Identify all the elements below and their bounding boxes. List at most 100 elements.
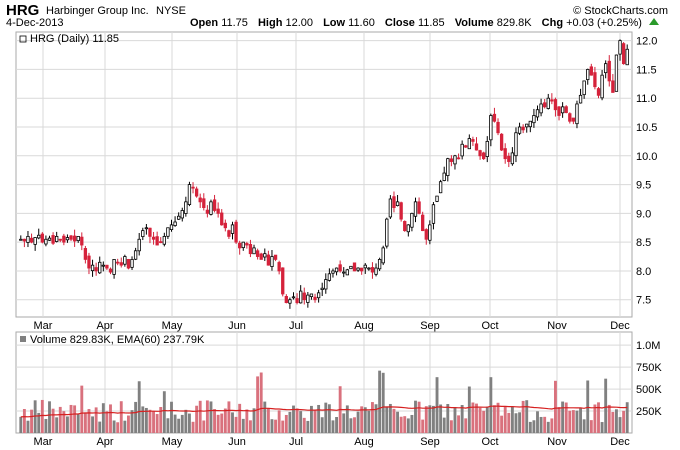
candle-body [363, 264, 367, 269]
x-tick-label: Mar [34, 320, 53, 332]
x-tick-label: Dec [610, 320, 630, 332]
candle-body [568, 113, 572, 122]
candle-body [234, 221, 238, 243]
candle-body [417, 201, 421, 214]
candle-body [184, 201, 188, 214]
x-tick-label: Jun [228, 436, 246, 448]
candle-body [227, 230, 231, 237]
volume-bar [288, 411, 292, 433]
volume-bar [396, 411, 399, 433]
candle-body [446, 158, 450, 176]
candle-body [19, 238, 23, 241]
candle-body [108, 268, 113, 273]
candle-body [625, 48, 629, 66]
candle-body [130, 259, 134, 268]
candle-body [173, 221, 177, 227]
candle-body [471, 139, 475, 142]
volume-bar [381, 372, 385, 433]
volume-bar [485, 406, 489, 433]
volume-bar [313, 409, 317, 433]
candle-body [557, 106, 561, 116]
candle-body [342, 271, 346, 274]
volume-bar [417, 401, 421, 433]
candle-body [349, 265, 353, 270]
candle-body [80, 236, 84, 246]
candle-body [112, 259, 116, 275]
volume-bar [575, 410, 579, 433]
volume-bar [170, 401, 173, 433]
x-tick-label: Jul [289, 320, 303, 332]
volume-bar [66, 416, 69, 433]
volume-bar [597, 402, 600, 433]
price-tick-label: 9.5 [636, 180, 651, 192]
candle-body [503, 148, 507, 160]
volume-bar [48, 401, 51, 433]
candle-body [144, 227, 149, 230]
volume-bar [33, 400, 37, 433]
candle-body [37, 234, 41, 239]
volume-bar [582, 419, 586, 433]
candle-body [431, 204, 436, 224]
volume-bar [227, 401, 231, 433]
candle-body [148, 227, 152, 237]
x-tick-label: Nov [547, 320, 567, 332]
volume-bar [188, 413, 191, 433]
volume-bar [195, 405, 199, 433]
volume-bar [367, 410, 371, 433]
volume-bar [589, 420, 593, 433]
candle-body [29, 237, 34, 243]
volume-bar [331, 420, 335, 433]
x-tick-label: Apr [96, 320, 113, 332]
volume-bar [611, 411, 615, 433]
candle-body [263, 253, 267, 258]
volume-bar [245, 409, 249, 433]
volume-bar [539, 416, 543, 433]
candle-body [517, 126, 522, 134]
candle-body [607, 60, 611, 82]
candle-body [55, 235, 59, 242]
candle-body [352, 262, 357, 272]
quote-bar: 4-Dec-2013 Open 11.75 High 12.00 Low 11.… [6, 17, 674, 31]
volume-bar [424, 406, 428, 433]
volume-bar [105, 411, 109, 433]
candle-body [604, 63, 608, 74]
volume-bar [205, 400, 209, 433]
volume-bar [202, 420, 206, 433]
candle-body [618, 40, 622, 55]
candle-body [162, 235, 166, 245]
volume-bar [80, 385, 84, 433]
volume-bar [216, 414, 220, 433]
candle-body [252, 247, 256, 255]
volume-bar [83, 412, 87, 433]
candle-body [94, 267, 98, 272]
x-tick-label: Nov [547, 436, 567, 448]
candle-body [223, 222, 227, 229]
volume-bar [622, 410, 626, 433]
volume-bar [600, 422, 604, 433]
x-tick-label: Aug [354, 320, 374, 332]
ema-line [20, 405, 628, 418]
candle-body [435, 195, 439, 202]
high-label: High [257, 17, 283, 29]
volume-bar [180, 414, 184, 433]
x-tick-label: May [162, 436, 183, 448]
candle-body [546, 97, 550, 109]
volume-bar [446, 404, 450, 433]
volume-bar [467, 386, 471, 433]
candle-body [284, 296, 288, 304]
candle-body [525, 123, 529, 128]
candle-body [381, 247, 385, 264]
volume-bar [327, 404, 331, 433]
volume-bar [449, 420, 453, 433]
price-tick-label: 8.0 [636, 266, 651, 278]
volume-bar [414, 400, 417, 433]
volume-bar [568, 410, 572, 433]
candle-body [22, 238, 27, 242]
x-tick-label: Aug [354, 436, 374, 448]
volume-bar [432, 405, 435, 433]
volume-bar [475, 403, 478, 433]
volume-bar [593, 404, 597, 433]
candle-body [40, 233, 44, 243]
volume-bar [528, 421, 532, 433]
candle-body [367, 267, 371, 270]
